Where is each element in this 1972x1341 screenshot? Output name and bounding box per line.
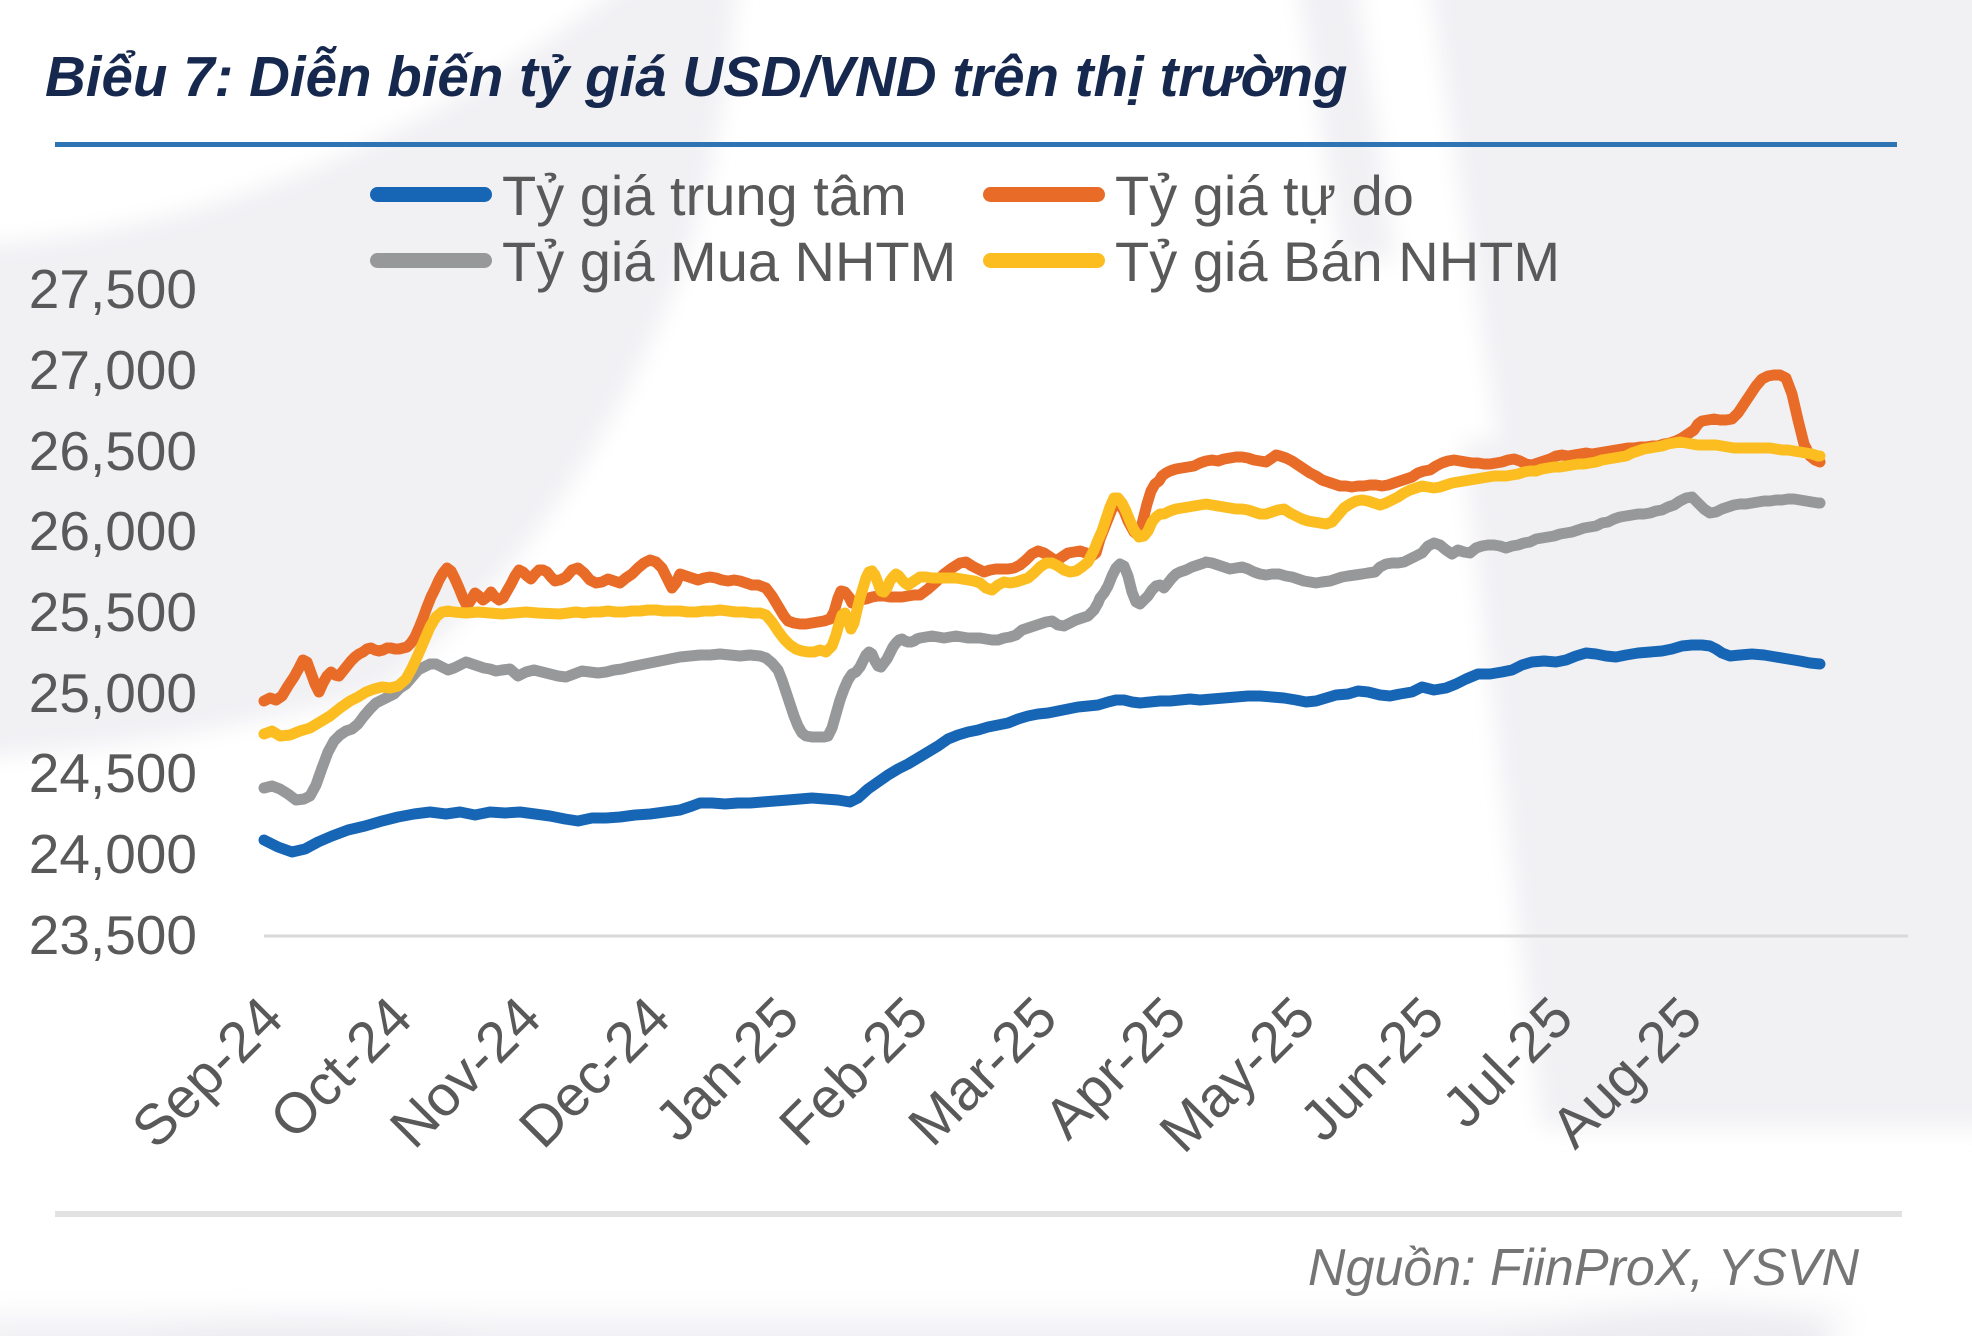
svg-text:23,500: 23,500 [29,904,197,966]
svg-text:Biểu 7: Diễn biến tỷ giá USD/V: Biểu 7: Diễn biến tỷ giá USD/VND trên th… [45,45,1348,108]
svg-text:25,500: 25,500 [29,581,197,643]
svg-text:27,000: 27,000 [29,339,197,401]
svg-text:24,500: 24,500 [29,742,197,804]
svg-text:26,500: 26,500 [29,420,197,482]
svg-text:Tỷ giá Mua NHTM: Tỷ giá Mua NHTM [502,230,956,293]
svg-text:Tỷ giá Bán NHTM: Tỷ giá Bán NHTM [1115,230,1560,293]
svg-text:27,500: 27,500 [29,258,197,320]
svg-text:Nguồn: FiinProX, YSVN: Nguồn: FiinProX, YSVN [1308,1239,1860,1297]
svg-text:24,000: 24,000 [29,823,197,885]
svg-text:Tỷ giá tự do: Tỷ giá tự do [1115,164,1414,227]
svg-text:Tỷ giá trung tâm: Tỷ giá trung tâm [502,164,907,227]
svg-text:26,000: 26,000 [29,500,197,562]
svg-text:25,000: 25,000 [29,662,197,724]
